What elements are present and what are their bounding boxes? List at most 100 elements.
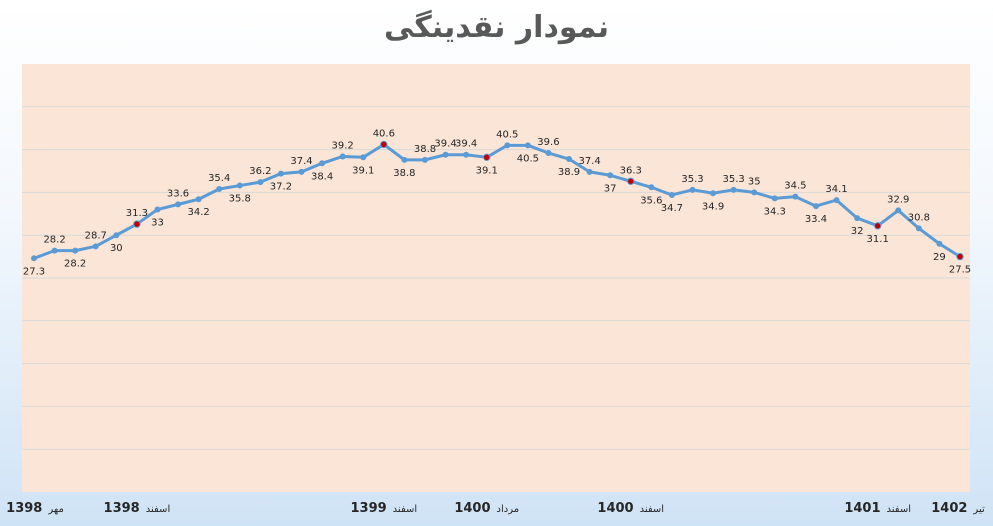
data-label: 31.1 xyxy=(867,234,889,245)
value-labels: 27.3 28.2 28.2 28.730 31.333 33.6 34.2 35.4 35.8… xyxy=(23,128,971,277)
data-point xyxy=(668,191,675,198)
data-label: 34.9 xyxy=(702,201,724,212)
data-label: 28.2 xyxy=(64,259,86,270)
data-label: 33.4 xyxy=(805,214,827,225)
data-point xyxy=(648,184,655,191)
data-label: 39.2 xyxy=(332,140,354,151)
data-label: 39.6 xyxy=(537,137,559,148)
data-point xyxy=(751,189,758,196)
data-point xyxy=(277,170,284,177)
data-label: 37.4 xyxy=(290,156,312,167)
data-label: 28.2 xyxy=(43,235,65,246)
x-axis-labels: 1398 مهر 1398 اسفند 1399 اسفند 1400 مرداد 1400 اس… xyxy=(6,501,985,516)
data-label: 36.2 xyxy=(249,166,271,177)
data-label: 30 xyxy=(110,243,123,254)
data-point xyxy=(175,201,182,208)
data-label: 34.3 xyxy=(764,206,786,217)
data-label: 34.2 xyxy=(187,207,209,218)
data-label: 27.3 xyxy=(23,266,45,277)
data-label: 31.3 xyxy=(126,208,148,219)
data-label: 40.5 xyxy=(496,129,518,140)
highlighted-data-point xyxy=(627,177,635,185)
data-point xyxy=(421,156,428,163)
highlighted-data-point xyxy=(483,153,491,162)
data-label: 32.9 xyxy=(887,194,909,205)
highlighted-data-point xyxy=(956,252,964,261)
data-point xyxy=(545,150,552,157)
data-label: 35.3 xyxy=(723,174,745,185)
data-point xyxy=(195,196,202,203)
data-point xyxy=(566,156,573,163)
data-point xyxy=(154,206,161,213)
data-label: 33 xyxy=(151,218,164,229)
data-label: 37 xyxy=(604,183,617,194)
data-label: 37.4 xyxy=(578,156,600,167)
data-label: 40.5 xyxy=(517,153,539,164)
data-label: 33.6 xyxy=(167,188,189,199)
data-label: 30.8 xyxy=(908,212,930,223)
data-point xyxy=(236,182,243,189)
data-point xyxy=(216,185,223,192)
data-point xyxy=(689,186,696,193)
data-point xyxy=(442,151,449,158)
highlighted-data-point xyxy=(380,140,388,149)
x-tick-label: 1400 مرداد xyxy=(454,501,519,516)
data-point xyxy=(257,179,264,186)
data-label: 34.1 xyxy=(825,184,847,195)
data-label: 29 xyxy=(933,252,946,263)
data-label: 40.6 xyxy=(373,128,395,139)
data-label: 39.1 xyxy=(352,165,374,176)
data-point xyxy=(72,247,79,254)
data-point xyxy=(401,156,408,163)
data-label: 38.8 xyxy=(393,168,415,179)
data-point xyxy=(607,172,614,179)
data-point xyxy=(833,197,840,204)
data-label: 39.4 xyxy=(434,139,456,150)
data-label: 28.7 xyxy=(85,230,107,241)
series-line xyxy=(33,142,961,260)
data-point xyxy=(936,240,943,247)
data-label: 39.4 xyxy=(455,139,477,150)
gridlines xyxy=(22,106,970,450)
highlighted-data-point xyxy=(133,220,141,228)
data-point xyxy=(771,195,778,202)
x-tick-label: 1400 اسفند xyxy=(597,501,664,516)
data-label: 36.3 xyxy=(620,165,642,176)
data-point xyxy=(710,190,717,197)
data-point xyxy=(504,142,511,149)
markers xyxy=(31,140,964,262)
data-point xyxy=(524,142,531,149)
x-tick-label: 1398 مهر xyxy=(6,501,64,516)
x-tick-label: 1402 تیر xyxy=(931,501,985,516)
data-point xyxy=(360,154,367,161)
data-point xyxy=(586,168,593,175)
data-label: 38.8 xyxy=(414,144,436,155)
highlighted-data-point xyxy=(873,222,882,230)
data-label: 35.3 xyxy=(681,174,703,185)
data-point xyxy=(915,225,922,232)
chart-title: نمودار نقدینگی xyxy=(383,10,610,45)
data-point xyxy=(113,232,120,239)
data-label: 37.2 xyxy=(270,182,292,193)
data-label: 35.8 xyxy=(229,194,251,205)
data-label: 35.4 xyxy=(208,173,230,184)
data-point xyxy=(812,203,819,210)
data-point xyxy=(463,151,470,158)
data-point xyxy=(92,243,99,250)
data-point xyxy=(730,186,737,193)
data-label: 32 xyxy=(851,226,864,237)
data-point xyxy=(31,255,37,262)
x-tick-label: 1401 اسفند xyxy=(844,501,911,516)
data-point xyxy=(51,247,58,254)
data-point xyxy=(854,215,861,222)
data-point xyxy=(895,207,902,214)
data-label: 39.1 xyxy=(476,165,498,176)
data-label: 35 xyxy=(748,176,761,187)
data-label: 34.7 xyxy=(661,203,683,214)
data-label: 35.6 xyxy=(640,195,662,206)
data-point xyxy=(339,153,346,160)
data-label: 27.5 xyxy=(949,265,971,276)
x-tick-label: 1398 اسفند xyxy=(104,501,171,516)
data-label: 34.5 xyxy=(784,181,806,192)
